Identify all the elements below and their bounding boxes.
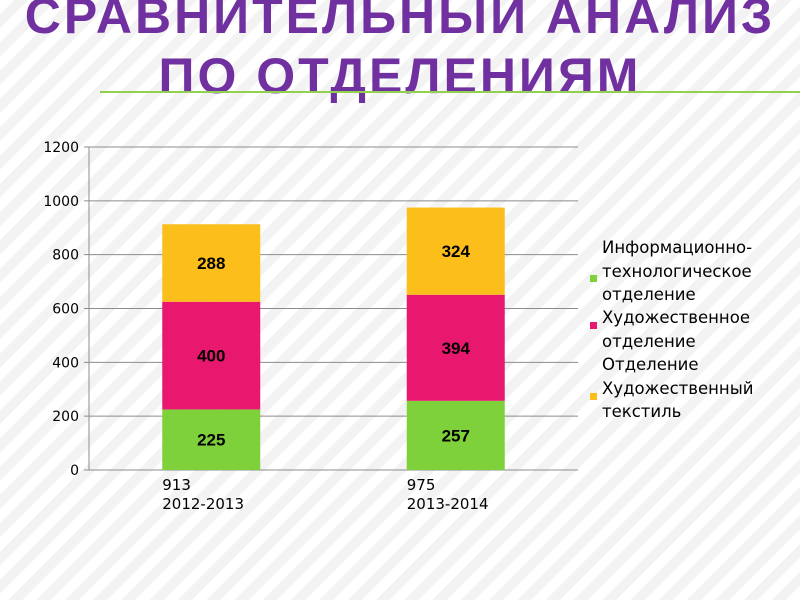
bar-segment	[162, 224, 261, 302]
legend-label: Художественное отделение	[602, 308, 750, 351]
legend-item: Информационно- технологическое отделение	[588, 236, 788, 306]
data-label: 257	[442, 426, 470, 445]
bar-segment	[406, 207, 505, 295]
y-tick-label: 1000	[43, 194, 79, 210]
data-label: 225	[197, 431, 225, 450]
data-label: 400	[197, 347, 225, 366]
data-label: 324	[442, 242, 471, 261]
y-tick-label: 800	[52, 248, 79, 264]
x-tick-label: 2012-2013	[162, 495, 244, 513]
bar-segment	[406, 294, 505, 401]
bar-segment	[162, 301, 261, 410]
y-tick-label: 400	[52, 355, 79, 371]
y-tick-label: 0	[70, 463, 79, 479]
x-tick-label: 975	[407, 476, 436, 494]
x-tick-label: 913	[162, 476, 191, 494]
data-label: 394	[442, 339, 471, 358]
bar-segment	[406, 400, 505, 470]
title-divider	[100, 91, 800, 93]
legend-swatch-pink	[590, 322, 597, 329]
x-tick-label: 2013-2014	[407, 495, 489, 513]
legend-label: Отделение Художественный текстиль	[602, 355, 754, 421]
legend-label: Информационно- технологическое отделение	[602, 238, 753, 304]
chart-legend: Информационно- технологическое отделение…	[588, 236, 788, 424]
legend-swatch-green	[590, 275, 597, 282]
data-label: 288	[197, 254, 225, 273]
legend-item: Художественное отделение	[588, 306, 788, 353]
legend-swatch-yellow	[590, 393, 597, 400]
slide-title: СРАВНИТЕЛЬНЫЙ АНАЛИЗ ПО ОТДЕЛЕНИЯМ	[24, 0, 776, 104]
bar-segment	[162, 409, 261, 470]
y-tick-label: 600	[52, 302, 79, 318]
legend-item: Отделение Художественный текстиль	[588, 353, 788, 424]
y-tick-label: 200	[52, 409, 79, 425]
y-tick-label: 1200	[43, 140, 79, 156]
